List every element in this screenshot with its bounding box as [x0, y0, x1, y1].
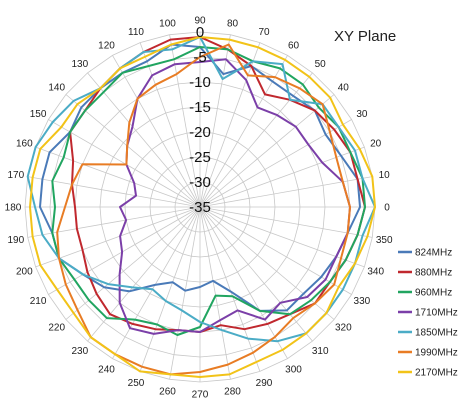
angle-tick-label: 0 — [384, 203, 390, 214]
angle-tick-label: 340 — [367, 267, 384, 278]
radial-tick-labels: 0 -5 -10 -15 -20 -25 -30 -35 — [189, 24, 211, 216]
series-line-1990MHz — [56, 43, 351, 376]
angle-tick-label: 240 — [98, 364, 115, 375]
radial-tick-label: -5 — [193, 49, 206, 66]
series-line-880MHz — [69, 36, 366, 333]
series-line-1710MHz — [118, 58, 351, 335]
angle-tick-label: 350 — [376, 235, 393, 246]
angle-tick-label: 260 — [159, 387, 176, 398]
legend-label: 2170MHz — [415, 368, 458, 379]
grid-spoke — [169, 206, 201, 380]
grid-spoke — [199, 94, 335, 208]
grid-spoke — [199, 42, 261, 208]
angle-tick-label: 30 — [356, 109, 368, 120]
series-line-2170MHz — [29, 36, 376, 378]
grid-spoke — [35, 206, 201, 268]
series-layer — [26, 36, 376, 378]
grid-spoke — [199, 206, 288, 359]
grid-spoke — [48, 119, 201, 208]
angle-tick-label: 160 — [16, 139, 33, 150]
angle-tick-label: 100 — [159, 18, 176, 29]
angle-tick-label: 150 — [30, 109, 47, 120]
grid-spoke — [27, 176, 201, 208]
radial-tick-label: -25 — [189, 149, 211, 166]
chart-title: XY Plane — [334, 28, 396, 45]
angle-tick-label: 120 — [98, 41, 115, 52]
grid-spoke — [139, 42, 201, 208]
legend-label: 824MHz — [415, 248, 452, 259]
angle-tick-label: 300 — [285, 364, 302, 375]
angle-tick-label: 90 — [194, 16, 206, 27]
radial-tick-label: 0 — [196, 24, 204, 41]
angle-tick-label: 250 — [128, 378, 145, 389]
angle-tick-label: 20 — [370, 139, 382, 150]
series-line-1850MHz — [26, 36, 376, 343]
angle-tick-label: 110 — [128, 27, 144, 38]
angle-tick-label: 270 — [192, 390, 209, 401]
angle-tick-label: 70 — [258, 27, 270, 38]
grid-spoke — [65, 94, 201, 208]
legend-label: 1710MHz — [415, 308, 458, 319]
angle-tick-label: 230 — [71, 346, 88, 357]
legend: 824MHz 880MHz 960MHz 1710MHz 1850MHz 1990MHz 2… — [398, 248, 458, 379]
grid-spoke — [199, 206, 231, 380]
angle-tick-label: 170 — [7, 170, 24, 181]
legend-label: 1990MHz — [415, 348, 458, 359]
angle-tick-label: 40 — [338, 82, 350, 93]
angle-tick-label: 190 — [7, 235, 24, 246]
angle-tick-label: 200 — [16, 267, 33, 278]
grid-spoke — [112, 55, 201, 208]
legend-label: 1850MHz — [415, 328, 458, 339]
radial-tick-label: -35 — [189, 199, 211, 216]
angle-tick-label: 310 — [312, 346, 329, 357]
legend-label: 880MHz — [415, 268, 452, 279]
angle-tick-label: 280 — [224, 387, 241, 398]
angle-tick-label: 290 — [256, 378, 273, 389]
radial-tick-label: -20 — [189, 124, 211, 141]
angle-tick-label: 80 — [227, 18, 239, 29]
angle-tick-label: 60 — [288, 41, 300, 52]
angle-tick-label: 220 — [48, 323, 65, 334]
angle-tick-label: 50 — [315, 59, 327, 70]
angle-tick-label: 10 — [379, 170, 391, 181]
angle-tick-label: 140 — [48, 82, 65, 93]
radial-tick-label: -30 — [189, 174, 211, 191]
angle-tick-labels: 0 10 20 30 40 50 60 70 80 90 100 110 120 130 140 150 160… — [5, 16, 393, 401]
angle-tick-label: 330 — [354, 296, 371, 307]
angle-tick-label: 210 — [30, 296, 47, 307]
grid-spoke — [139, 206, 201, 372]
series-line-960MHz — [51, 46, 366, 336]
angle-tick-label: 180 — [5, 203, 22, 214]
radial-tick-label: -10 — [189, 74, 211, 91]
grid-spoke — [199, 34, 231, 208]
angle-tick-label: 320 — [335, 323, 352, 334]
legend-label: 960MHz — [415, 288, 452, 299]
grid-spoke — [199, 206, 373, 238]
angle-tick-label: 130 — [71, 59, 88, 70]
grid-spoke — [199, 206, 261, 372]
grid-spoke — [112, 206, 201, 359]
grid-spoke — [87, 72, 201, 208]
radial-tick-label: -15 — [189, 99, 211, 116]
